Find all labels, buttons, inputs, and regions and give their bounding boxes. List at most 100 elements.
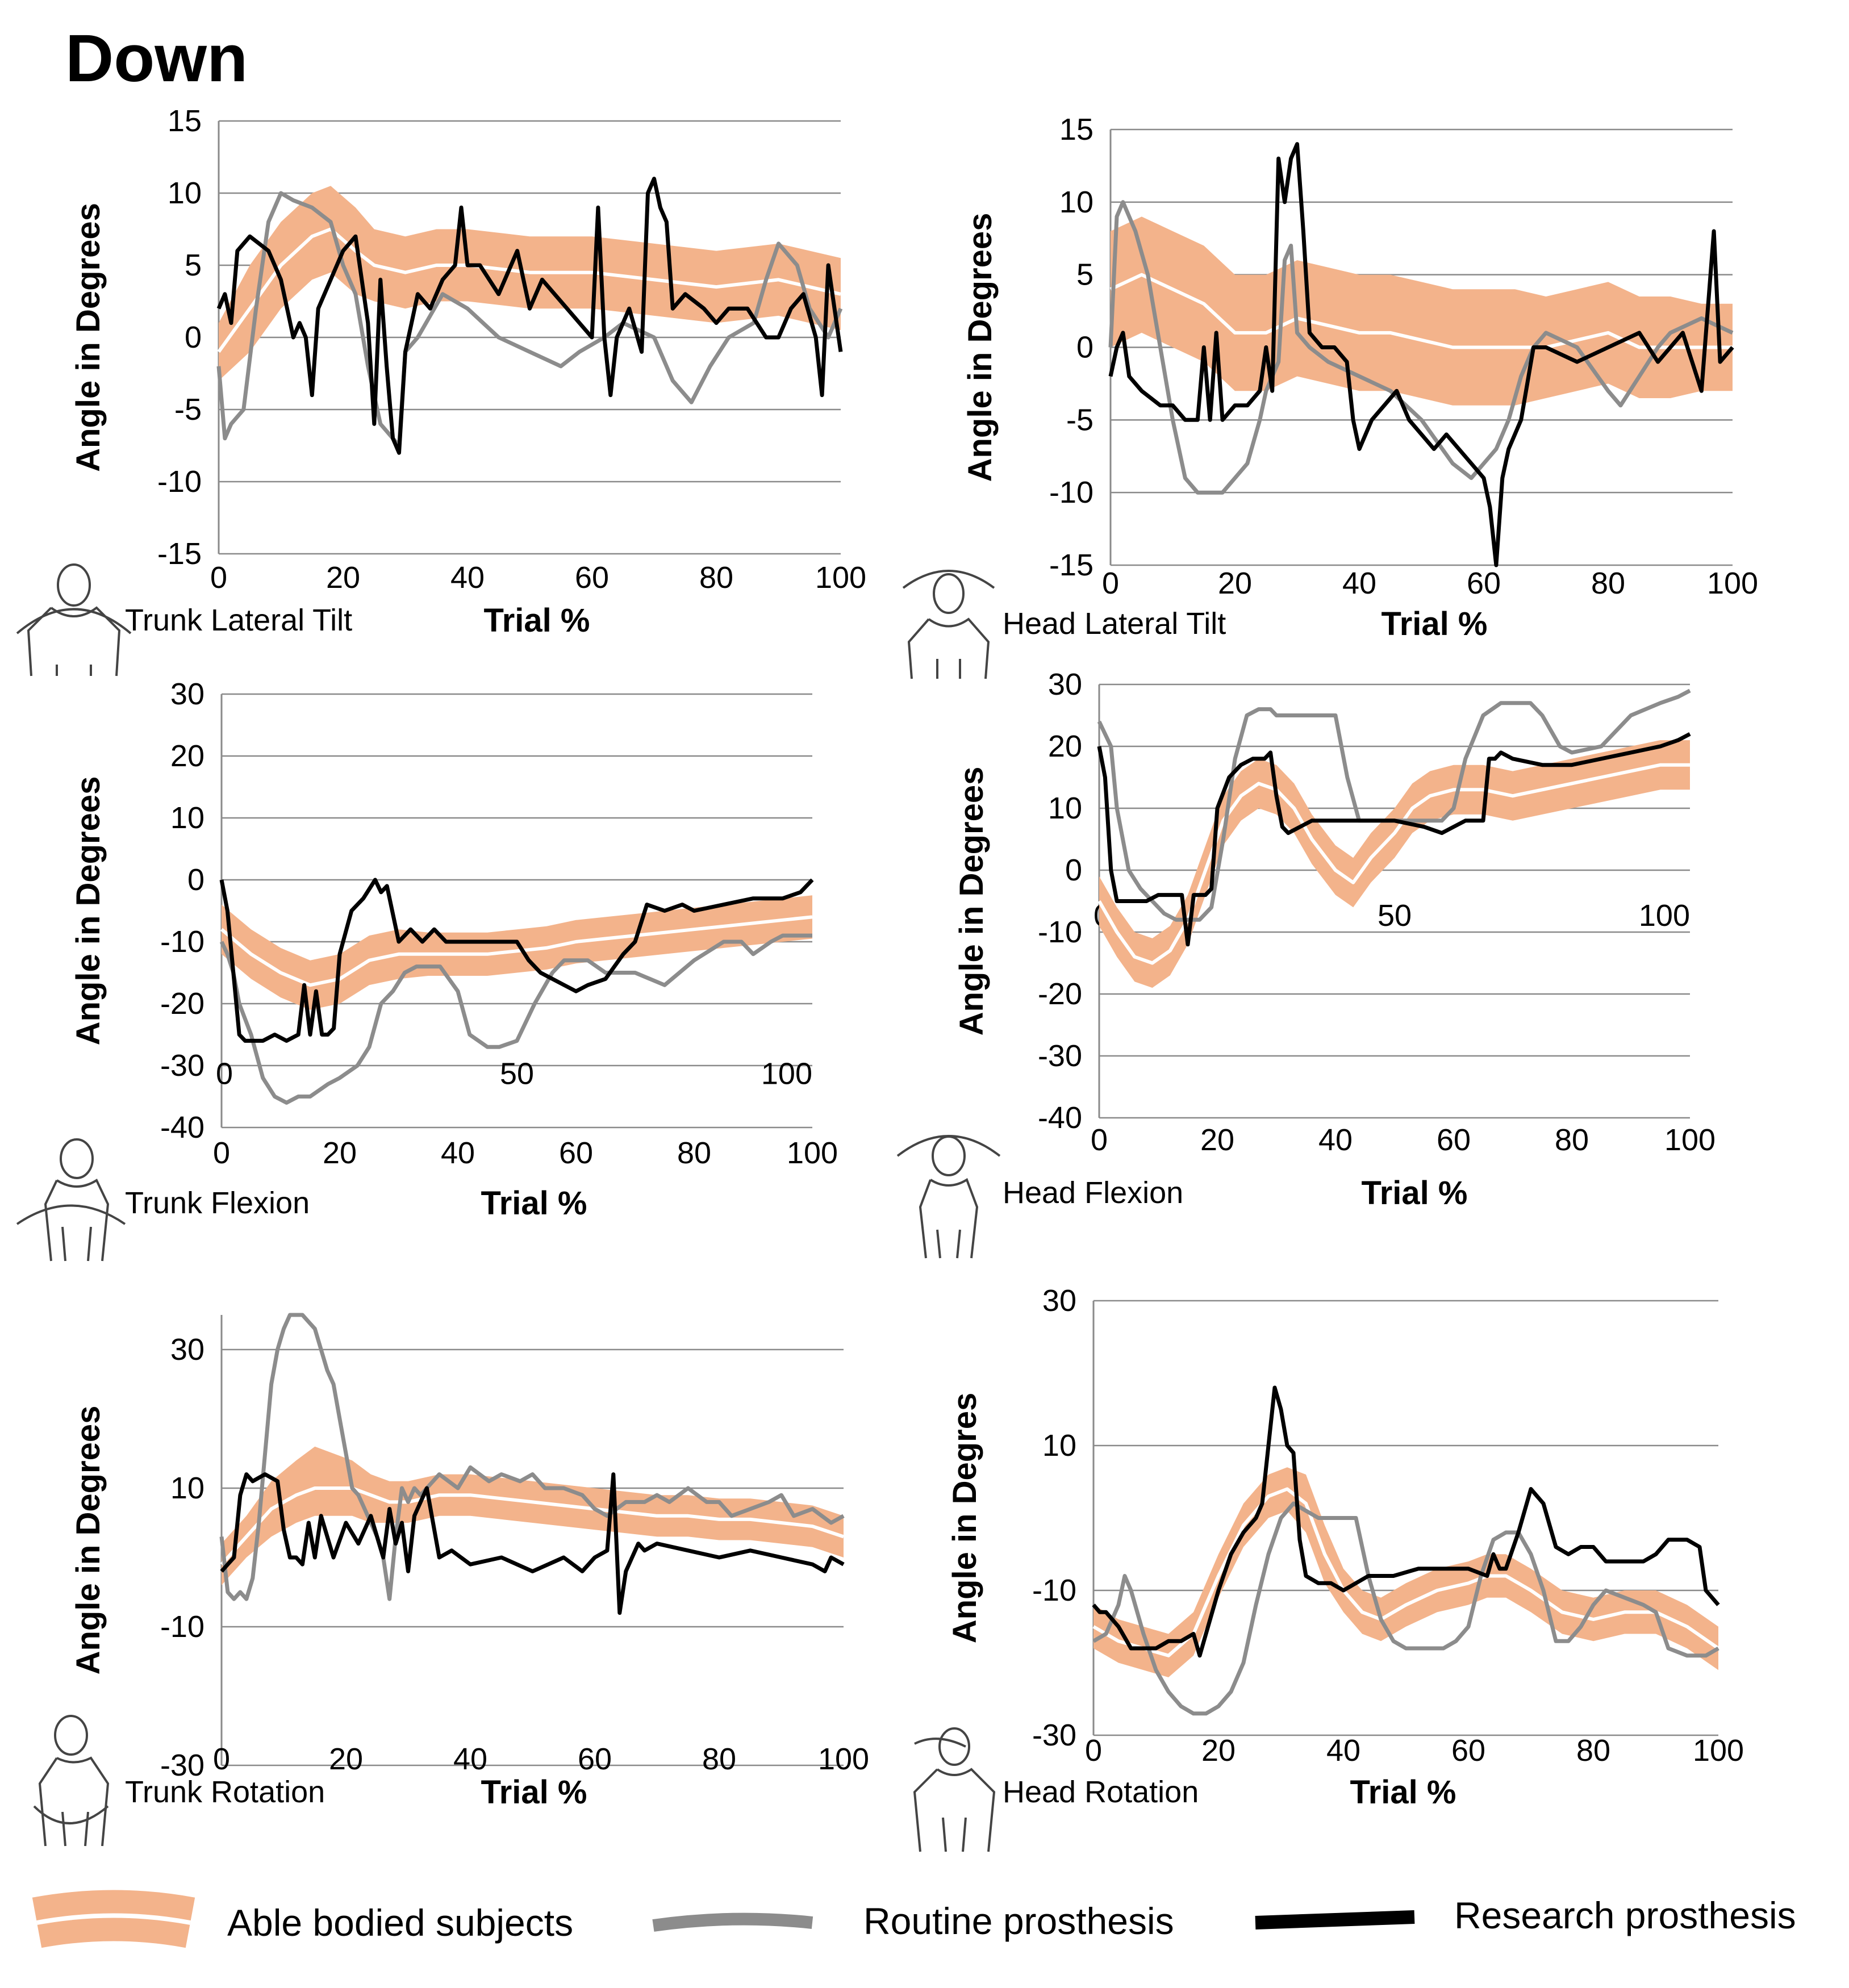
y-tick-label: -30: [160, 1748, 204, 1782]
x-tick-label: 80: [1591, 566, 1625, 600]
y-tick-label: -10: [157, 465, 202, 499]
able-bodied-mean-line: [220, 915, 813, 987]
panel-label: Head Flexion: [1003, 1176, 1183, 1210]
y-tick-label: 15: [168, 104, 202, 138]
legend-research-swatch: [1255, 1910, 1415, 1929]
y-tick-label: -30: [1038, 1039, 1082, 1073]
y-tick-label: -30: [1032, 1718, 1076, 1752]
x-axis-label: Trial %: [1381, 605, 1488, 642]
inner-x-tick-label: 0: [216, 1057, 233, 1091]
head-lateral-tilt-chart: 15 10 5 0 -5 -10 -15 0 20 40 60 80 100 Angle in Degre…: [962, 112, 1758, 642]
inner-x-tick-label: 50: [1378, 899, 1412, 933]
y-axis-label: Angle in Degrees: [70, 776, 107, 1046]
x-tick-label: 60: [1437, 1123, 1471, 1157]
trunk-flexion-icon: [16, 1138, 126, 1262]
x-tick-label: 40: [450, 561, 485, 595]
legend-routine: Routine prosthesis: [652, 1900, 1174, 1942]
x-tick-label: 0: [213, 1136, 230, 1170]
x-tick-label: 80: [1576, 1734, 1610, 1768]
y-tick-label: 10: [170, 1471, 204, 1505]
x-tick-label: 100: [818, 1742, 869, 1776]
x-axis-label: Trial %: [481, 1185, 587, 1222]
y-tick-label: 10: [1042, 1429, 1076, 1463]
x-tick-label: 40: [1326, 1734, 1360, 1768]
y-tick-label: 0: [1076, 331, 1093, 365]
head-flexion-icon: [896, 1135, 1001, 1259]
x-tick-label: 100: [787, 1136, 838, 1170]
legend-research: Research prosthesis: [1255, 1894, 1796, 1936]
x-tick-label: 20: [323, 1136, 357, 1170]
page-title: Down: [65, 21, 248, 96]
panel-label: Trunk Lateral Tilt: [125, 603, 352, 637]
x-tick-label: 20: [1200, 1123, 1234, 1157]
y-tick-label: -10: [160, 1610, 204, 1644]
y-tick-label: 20: [170, 739, 204, 773]
x-tick-label: 100: [815, 561, 866, 595]
y-tick-label: -15: [157, 537, 202, 571]
y-tick-label: -20: [160, 987, 204, 1021]
legend-routine-swatch: [652, 1912, 813, 1932]
x-tick-label: 0: [1091, 1123, 1108, 1157]
y-tick-label: 30: [1048, 667, 1082, 701]
x-axis-label: Trial %: [481, 1774, 587, 1811]
y-tick-label: 10: [168, 176, 202, 210]
y-axis-label: Angle in Degrees: [70, 203, 107, 472]
trunk-lateral-tilt-icon: [16, 563, 132, 676]
y-tick-label: 5: [185, 248, 202, 282]
y-axis-label: Angle in Degres: [946, 1393, 983, 1644]
x-tick-label: 60: [578, 1742, 612, 1776]
legend-routine-label: Routine prosthesis: [863, 1900, 1174, 1942]
x-tick-label: 100: [1707, 566, 1758, 600]
inner-x-tick-label: 50: [500, 1057, 534, 1091]
y-tick-label: 20: [1048, 729, 1082, 763]
y-tick-label: -10: [160, 925, 204, 959]
y-tick-label: -10: [1038, 915, 1082, 949]
y-tick-label: 15: [1059, 112, 1093, 147]
inner-x-tick-label: 100: [1639, 899, 1690, 933]
y-tick-label: 10: [1059, 185, 1093, 219]
panel-label: Trunk Flexion: [125, 1186, 310, 1220]
y-tick-label: 30: [1042, 1284, 1076, 1318]
research-prosthesis-line: [220, 1472, 845, 1615]
legend-able-bodied: Able bodied subjects: [32, 1890, 573, 1948]
research-prosthesis-line: [1108, 142, 1734, 567]
routine-prosthesis-line: [1108, 200, 1734, 495]
able-bodied-mean-line: [1097, 763, 1690, 965]
y-tick-label: 10: [1048, 791, 1082, 825]
x-tick-label: 20: [1218, 566, 1252, 600]
head-rotation-icon: [913, 1727, 996, 1852]
x-tick-label: 0: [1085, 1734, 1102, 1768]
able-bodied-mean-line: [220, 1486, 844, 1566]
x-tick-label: 80: [677, 1136, 711, 1170]
x-tick-label: 20: [326, 561, 360, 595]
y-tick-label: -20: [1038, 977, 1082, 1011]
trunk-rotation-icon: [33, 1715, 110, 1847]
y-axis-label: Angle in Degrees: [953, 767, 990, 1036]
x-axis-label: Trial %: [1350, 1774, 1456, 1811]
research-prosthesis-line: [216, 177, 843, 455]
routine-prosthesis-line: [216, 191, 843, 448]
head-rotation-chart: 30 10 -10 -30 0 20 40 60 80 100 Angle in Degres Tri…: [946, 1284, 1744, 1811]
x-tick-label: 60: [1467, 566, 1501, 600]
routine-prosthesis-line: [1092, 1501, 1719, 1716]
head-flexion-chart: 3020100-10-20-30-40050100020406080100Ang…: [953, 667, 1716, 1212]
x-tick-label: 0: [1102, 566, 1119, 600]
able-bodied-band: [219, 186, 841, 381]
y-tick-label: -40: [160, 1110, 204, 1145]
x-tick-label: 40: [1318, 1123, 1353, 1157]
x-tick-label: 40: [453, 1742, 487, 1776]
legend-research-label: Research prosthesis: [1454, 1894, 1796, 1936]
y-tick-label: 30: [170, 1333, 204, 1367]
panel-label: Head Lateral Tilt: [1003, 607, 1226, 641]
x-tick-label: 60: [575, 561, 609, 595]
x-tick-label: 0: [210, 561, 227, 595]
research-prosthesis-line: [1097, 732, 1691, 947]
x-tick-label: 0: [213, 1742, 230, 1776]
legend: Able bodied subjects Routine prosthesis …: [32, 1890, 1796, 1948]
y-tick-label: -15: [1049, 548, 1093, 582]
x-tick-label: 60: [559, 1136, 593, 1170]
research-prosthesis-line: [1092, 1385, 1720, 1658]
y-tick-label: 10: [170, 801, 204, 835]
